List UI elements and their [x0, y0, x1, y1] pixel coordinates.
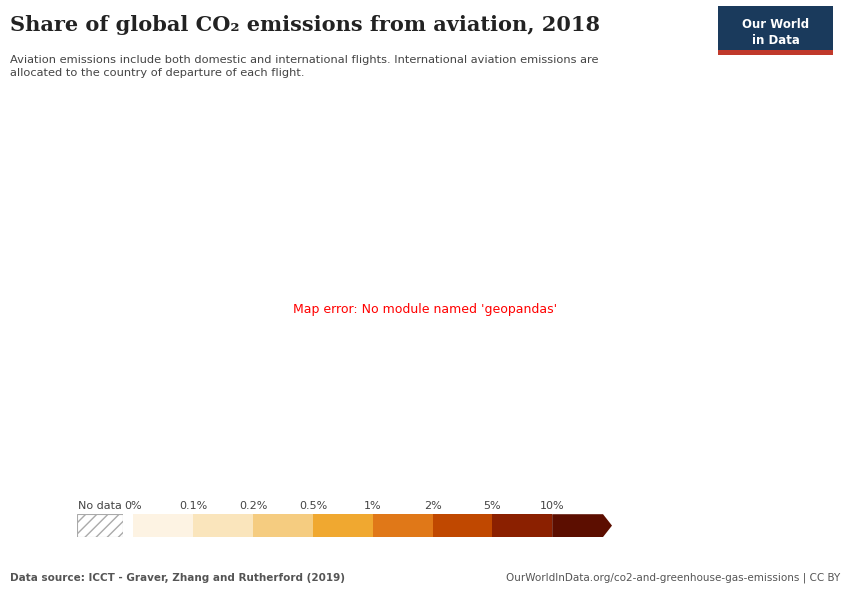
Text: No data: No data: [78, 501, 122, 511]
Text: 10%: 10%: [540, 501, 564, 511]
Bar: [718, 50, 833, 55]
Text: 2%: 2%: [423, 501, 441, 511]
Text: Data source: ICCT - Graver, Zhang and Rutherford (2019): Data source: ICCT - Graver, Zhang and Ru…: [10, 573, 345, 583]
Text: Our World: Our World: [742, 18, 809, 31]
Text: 0.1%: 0.1%: [179, 501, 207, 511]
Text: 1%: 1%: [364, 501, 382, 511]
Text: Share of global CO₂ emissions from aviation, 2018: Share of global CO₂ emissions from aviat…: [10, 15, 600, 35]
Text: 0%: 0%: [125, 501, 142, 511]
Text: Map error: No module named 'geopandas': Map error: No module named 'geopandas': [293, 302, 557, 316]
Text: 0.5%: 0.5%: [299, 501, 327, 511]
Text: OurWorldInData.org/co2-and-greenhouse-gas-emissions | CC BY: OurWorldInData.org/co2-and-greenhouse-ga…: [506, 572, 840, 583]
Text: 0.2%: 0.2%: [239, 501, 267, 511]
Polygon shape: [552, 514, 612, 537]
Text: 5%: 5%: [484, 501, 502, 511]
Text: Aviation emissions include both domestic and international flights. Internationa: Aviation emissions include both domestic…: [10, 55, 598, 79]
Text: in Data: in Data: [751, 34, 800, 47]
